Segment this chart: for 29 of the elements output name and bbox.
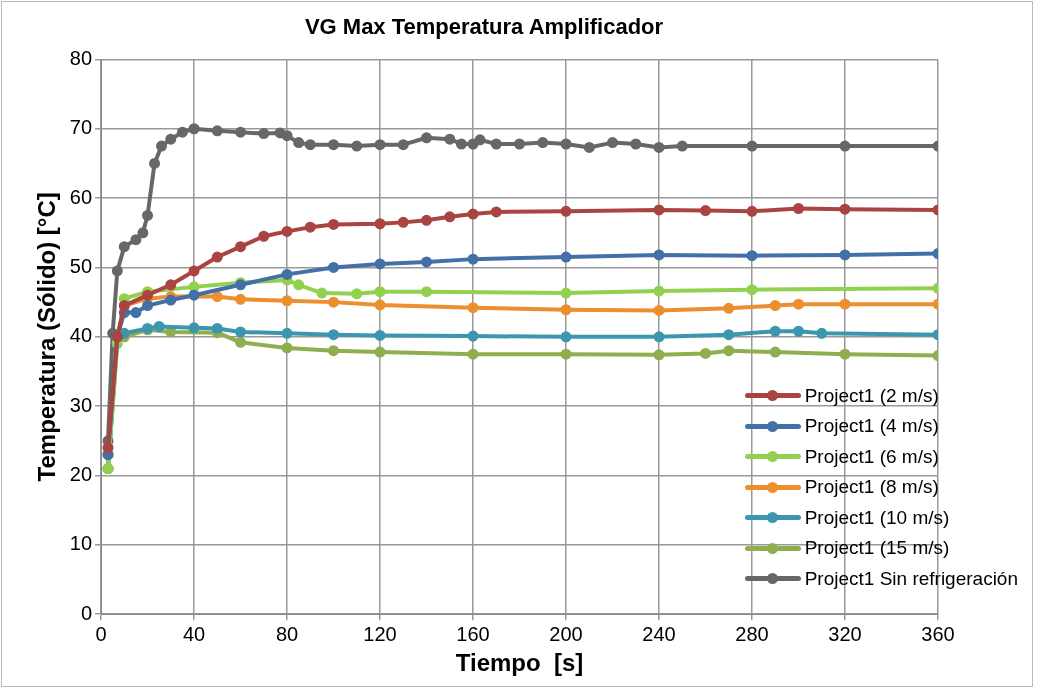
y-tick-label: 0	[80, 601, 93, 624]
x-tick-label: 240	[642, 622, 676, 645]
x-tick-label: 40	[182, 622, 206, 645]
x-tick-label: 280	[735, 622, 769, 645]
x-tick-label: 160	[456, 622, 490, 645]
x-tick-label: 200	[549, 622, 583, 645]
y-axis-title: Temperatura (Sólido) [°C]	[33, 192, 61, 482]
y-tick-label: 40	[69, 324, 93, 347]
legend-label: Project1 (6 m/s)	[804, 445, 939, 468]
chart-title: VG Max Temperatura Amplificador	[304, 14, 664, 40]
legend-label: Project1 (4 m/s)	[804, 415, 939, 438]
legend-label: Project1 (2 m/s)	[804, 384, 939, 407]
y-tick-label: 10	[69, 532, 93, 555]
x-tick-label: 360	[921, 622, 955, 645]
y-tick-label: 50	[69, 254, 93, 277]
x-axis-title: Tiempo [s]	[455, 649, 584, 677]
x-tick-label: 120	[363, 622, 397, 645]
y-tick-label: 30	[69, 393, 93, 416]
x-tick-label: 0	[95, 622, 107, 645]
legend-label: Project1 (8 m/s)	[804, 476, 939, 499]
legend-label: Project1 Sin refrigeración	[804, 567, 1018, 590]
y-tick-label: 60	[69, 185, 93, 208]
y-tick-label: 20	[69, 463, 93, 486]
y-tick-label: 80	[69, 46, 93, 69]
x-tick-label: 80	[275, 622, 299, 645]
y-tick-label: 70	[69, 116, 93, 139]
legend-label: Project1 (10 m/s)	[804, 506, 950, 529]
x-tick-label: 320	[828, 622, 862, 645]
legend-label: Project1 (15 m/s)	[804, 537, 950, 560]
